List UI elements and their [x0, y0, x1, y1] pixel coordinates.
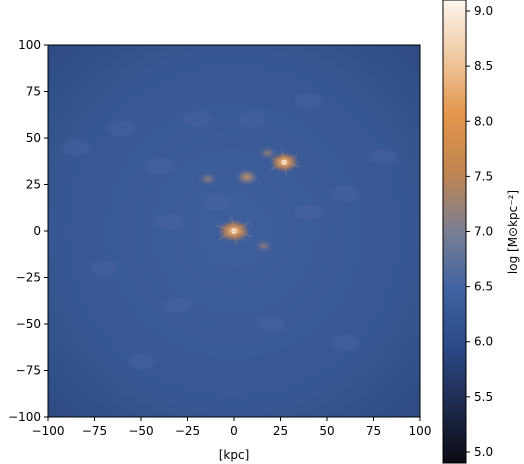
filament-clump-1-glow — [235, 168, 260, 186]
filament-clump-2-glow — [197, 171, 219, 187]
colorbar: 5.0 5.5 6.0 6.5 7.0 7.5 8.0 8.5 9.0 log [M⊙kpc⁻²… — [442, 0, 520, 464]
density-texture-blob — [257, 316, 286, 332]
density-texture-blob — [154, 213, 183, 230]
density-texture-blob — [145, 157, 174, 174]
density-texture-blob — [201, 195, 230, 212]
central-galaxy-streak — [218, 230, 235, 240]
colorbar-tick-label: 7.5 — [474, 169, 493, 183]
colorbar-ticks: 5.0 5.5 6.0 6.5 7.0 7.5 8.0 8.5 9.0 — [466, 4, 493, 459]
x-tick-label: 50 — [319, 424, 334, 438]
y-axis-ticks: 100 75 50 25 0 −25 −50 −75 −100 — [8, 38, 48, 424]
colorbar-tick-label: 5.5 — [474, 390, 493, 404]
x-tick-label: 25 — [273, 424, 288, 438]
colorbar-tick-label: 8.5 — [474, 59, 493, 73]
density-sources — [61, 92, 397, 370]
density-texture-blob — [368, 148, 397, 165]
colorbar-tick-label: 7.0 — [474, 225, 493, 239]
density-texture-blob — [108, 120, 137, 137]
central-galaxy-streak — [231, 216, 235, 232]
colorbar-tick-label: 9.0 — [474, 4, 493, 18]
satellite-galaxy-streak — [284, 161, 301, 168]
central-galaxy-streak — [233, 230, 253, 237]
x-tick-label: −50 — [128, 424, 153, 438]
y-tick-label: 50 — [26, 131, 41, 145]
y-tick-label: −75 — [16, 364, 41, 378]
filament-clump-3-glow — [256, 145, 279, 161]
plot-area — [47, 44, 421, 418]
colorbar-label: log [M⊙kpc⁻²] — [506, 190, 520, 274]
density-texture-blob — [127, 353, 155, 370]
satellite-galaxy-streak — [270, 161, 285, 171]
density-texture-blob — [331, 334, 360, 351]
satellite-galaxy-streak — [284, 154, 299, 163]
x-axis-label: [kpc] — [219, 448, 250, 462]
satellite-galaxy-streak — [283, 162, 287, 175]
y-tick-label: 0 — [33, 224, 41, 238]
central-galaxy-streak — [233, 230, 237, 246]
x-tick-label: 0 — [230, 424, 238, 438]
y-tick-label: −100 — [8, 410, 41, 424]
density-texture-blob — [89, 260, 118, 277]
y-tick-label: −25 — [16, 271, 41, 285]
colorbar-tick-label: 6.0 — [474, 335, 493, 349]
density-texture-blob — [238, 111, 267, 128]
y-tick-label: 25 — [26, 178, 41, 192]
colorbar-tick-label: 8.0 — [474, 114, 493, 128]
x-tick-label: −25 — [175, 424, 200, 438]
x-tick-label: −100 — [32, 424, 65, 438]
y-tick-label: 100 — [18, 38, 41, 52]
density-texture-blob — [294, 204, 323, 221]
x-axis-ticks: −100 −75 −50 −25 0 25 50 75 100 — [32, 417, 432, 438]
density-texture-blob — [182, 111, 211, 128]
filament-clump-4-glow — [253, 238, 275, 254]
density-texture-blob — [164, 297, 193, 314]
colorbar-tick-label: 6.5 — [474, 280, 493, 294]
density-texture-blob — [61, 139, 90, 156]
colorbar-tick-label: 5.0 — [474, 445, 493, 459]
x-tick-label: 100 — [409, 424, 432, 438]
satellite-galaxy-streak — [281, 149, 285, 163]
density-texture-blob — [294, 92, 323, 109]
y-tick-label: 75 — [26, 85, 41, 99]
x-tick-label: −75 — [82, 424, 107, 438]
x-tick-label: 75 — [366, 424, 381, 438]
central-galaxy-streak — [233, 222, 250, 232]
y-tick-label: −50 — [16, 317, 41, 331]
central-galaxy-streak — [215, 225, 235, 232]
colorbar-fill — [443, 0, 466, 463]
density-texture-blob — [331, 185, 360, 202]
